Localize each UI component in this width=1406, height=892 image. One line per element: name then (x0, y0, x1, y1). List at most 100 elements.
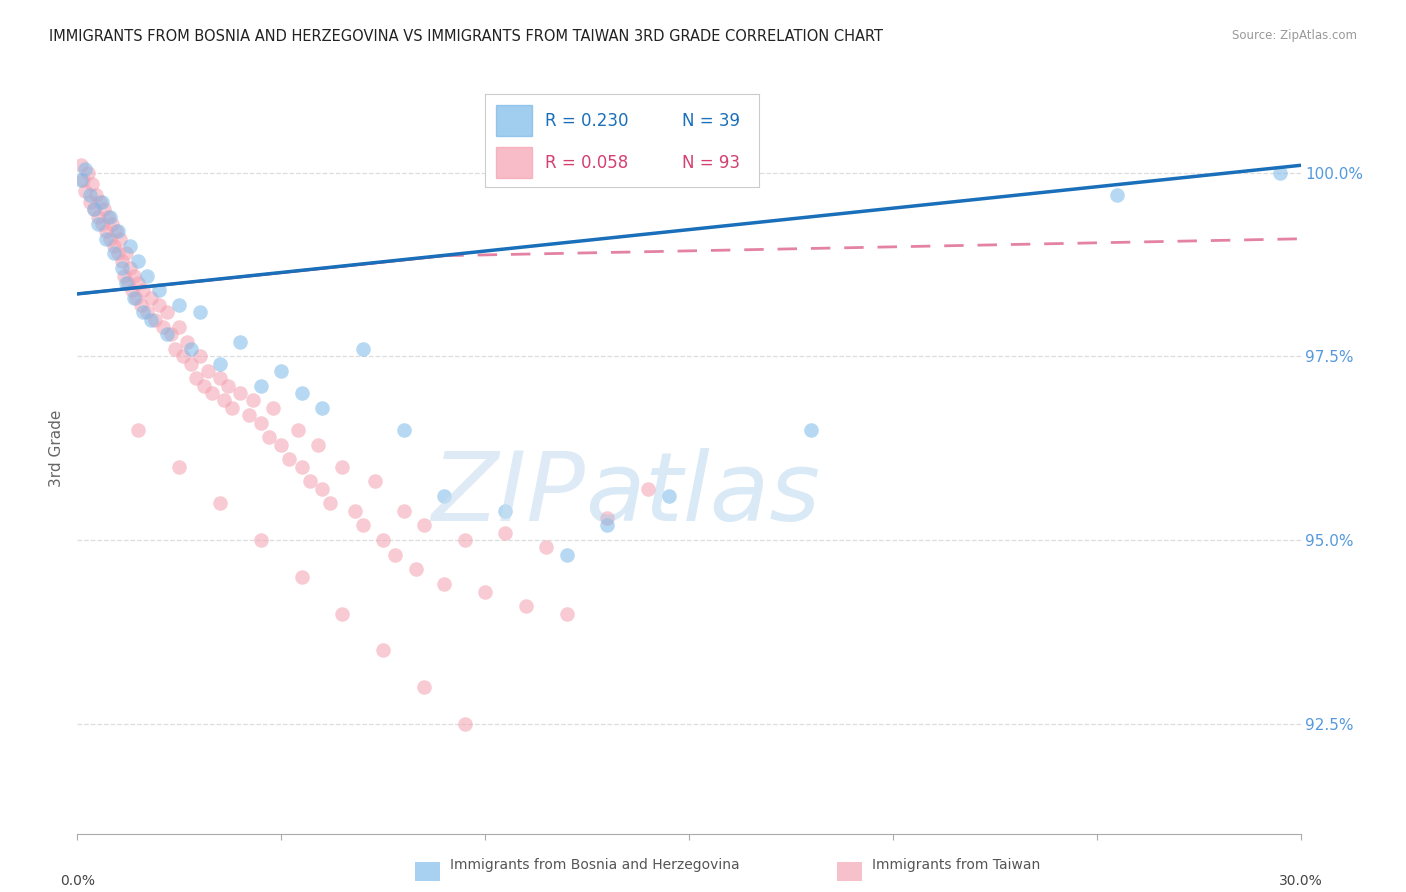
Point (169, 320, 191, 334)
Point (87, 210, 110, 224)
Point (307, 437, 329, 451)
Text: ZIP: ZIP (432, 448, 585, 541)
Point (270, 364, 292, 378)
Point (474, 584, 496, 599)
Point (188, 350, 211, 364)
Point (169, 459, 191, 474)
Point (107, 224, 129, 238)
Point (127, 423, 149, 437)
Point (176, 334, 198, 349)
Point (139, 312, 162, 326)
Point (250, 378, 273, 392)
Point (80, 177, 103, 191)
Point (101, 217, 124, 231)
Point (76, 166, 98, 180)
Point (115, 246, 138, 260)
Point (121, 283, 143, 297)
Point (70, 173, 93, 187)
Point (311, 401, 333, 415)
Point (143, 312, 166, 326)
Point (72, 173, 94, 187)
Point (148, 283, 170, 297)
Text: Immigrants from Bosnia and Herzegovina: Immigrants from Bosnia and Herzegovina (450, 858, 740, 872)
Point (290, 459, 312, 474)
Point (1107, 187, 1129, 202)
Point (405, 562, 427, 576)
Point (97, 210, 120, 224)
Text: R = 0.230: R = 0.230 (546, 112, 628, 130)
Point (332, 459, 354, 474)
Text: Immigrants from Taiwan: Immigrants from Taiwan (872, 858, 1040, 872)
Point (221, 401, 243, 415)
Point (83, 202, 105, 217)
Point (107, 246, 129, 260)
Point (298, 475, 321, 489)
Point (98, 210, 121, 224)
Point (319, 496, 342, 510)
Point (124, 268, 146, 283)
Point (125, 291, 148, 305)
Point (160, 327, 183, 342)
Point (495, 525, 517, 540)
Point (124, 291, 146, 305)
Point (127, 253, 149, 268)
Point (495, 504, 517, 518)
Point (148, 298, 170, 312)
Point (94, 232, 117, 246)
Point (332, 607, 354, 621)
Text: N = 39: N = 39 (682, 112, 741, 130)
Point (103, 246, 125, 260)
Point (392, 423, 415, 437)
Point (103, 239, 125, 253)
Point (172, 350, 194, 364)
Bar (496, 105, 531, 136)
Point (193, 378, 215, 392)
Point (290, 570, 312, 584)
Point (129, 298, 152, 312)
Point (212, 393, 235, 408)
Point (94, 224, 117, 238)
Point (208, 357, 231, 371)
Point (197, 364, 219, 378)
Point (184, 371, 207, 385)
Point (433, 577, 456, 591)
Point (278, 452, 301, 467)
Point (413, 518, 436, 533)
Point (135, 268, 157, 283)
Point (352, 518, 374, 533)
Point (111, 253, 134, 268)
Point (115, 276, 138, 290)
Point (364, 475, 387, 489)
Point (208, 496, 231, 510)
Point (111, 261, 134, 276)
Point (290, 386, 312, 401)
Point (75, 161, 97, 176)
Point (270, 437, 292, 451)
Point (105, 224, 128, 238)
Point (453, 716, 475, 731)
Point (343, 504, 366, 518)
Point (70, 158, 93, 172)
Point (217, 378, 239, 392)
Point (180, 357, 202, 371)
Point (1270, 166, 1292, 180)
Point (152, 320, 174, 334)
Point (79, 187, 101, 202)
Point (139, 291, 162, 305)
Point (262, 401, 284, 415)
Point (165, 342, 187, 356)
Point (229, 386, 252, 401)
Point (98, 232, 121, 246)
Point (127, 276, 149, 290)
Point (534, 541, 557, 555)
Point (90, 195, 112, 210)
Point (555, 607, 578, 621)
Point (250, 533, 273, 547)
Point (242, 393, 264, 408)
Text: atlas: atlas (585, 448, 820, 541)
Point (83, 202, 105, 217)
Point (169, 298, 191, 312)
Text: 30.0%: 30.0% (1278, 874, 1323, 888)
Point (188, 305, 211, 319)
Point (287, 423, 309, 437)
